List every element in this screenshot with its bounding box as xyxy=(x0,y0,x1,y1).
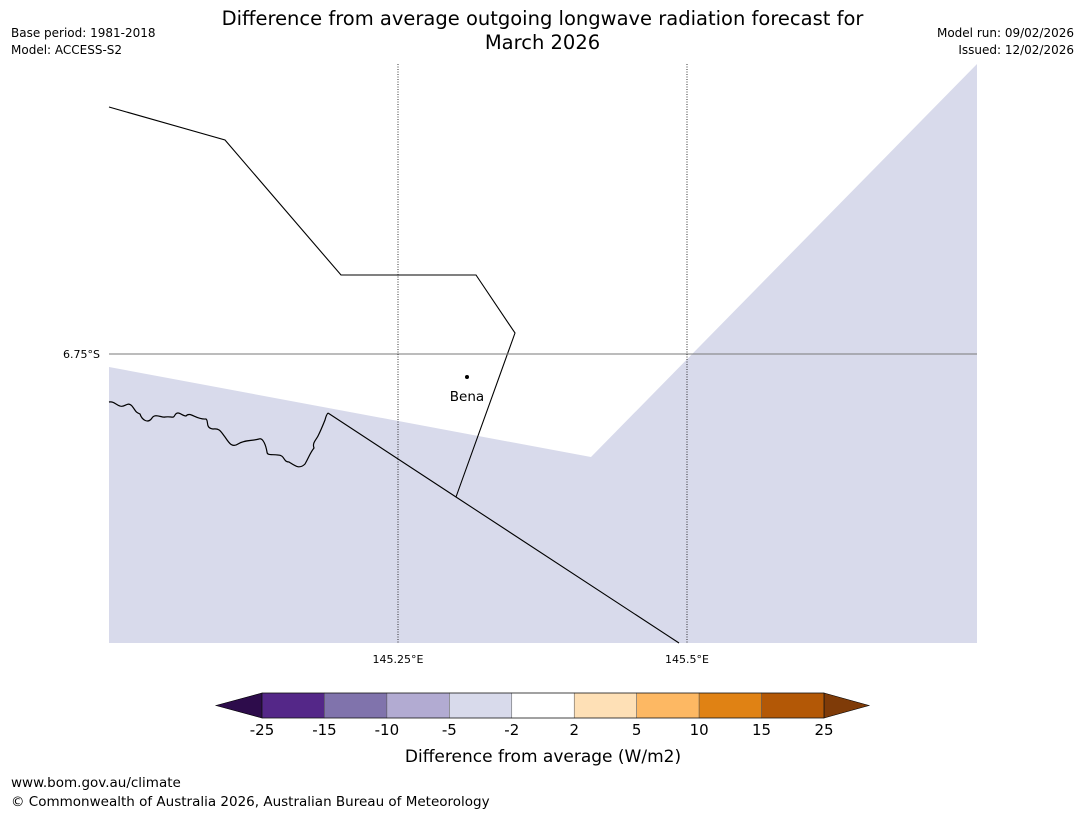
metadata-left: Base period: 1981-2018 Model: ACCESS-S2 xyxy=(11,25,156,59)
colorbar-tick-label: -5 xyxy=(442,721,457,739)
colorbar-title: Difference from average (W/m2) xyxy=(405,747,681,767)
colorbar-bin xyxy=(324,692,388,719)
colorbar-tick-label: -15 xyxy=(312,721,337,739)
colorbar-bin xyxy=(698,692,762,719)
colorbar-bin xyxy=(449,692,513,719)
colorbar-tick-label: 25 xyxy=(814,721,833,739)
colorbar: -25 -15 -10 -5 -2 2 5 10 15 25 xyxy=(214,692,871,739)
footer-copyright: © Commonwealth of Australia 2026, Austra… xyxy=(11,794,490,810)
map-title-line-1: Difference from average outgoing longwav… xyxy=(221,7,864,30)
place-marker xyxy=(465,375,469,379)
colorbar-tick-label: 15 xyxy=(752,721,771,739)
colorbar-tick-label: -25 xyxy=(250,721,275,739)
colorbar-extend-high xyxy=(823,692,871,719)
colorbar-tick-label: 10 xyxy=(690,721,709,739)
boundary-line-north xyxy=(108,106,516,498)
metadata-right: Model run: 09/02/2026 Issued: 12/02/2026 xyxy=(937,25,1074,59)
latitude-label: 6.75°S xyxy=(63,348,100,361)
issued-text: Issued: 12/02/2026 xyxy=(958,43,1074,57)
colorbar-tick-label: 2 xyxy=(569,721,579,739)
colorbar-tick-label: -2 xyxy=(504,721,519,739)
base-period-text: Base period: 1981-2018 xyxy=(11,26,156,40)
map-title-line-2: March 2026 xyxy=(484,31,601,54)
colorbar-bin xyxy=(261,692,325,719)
map-title: Difference from average outgoing longwav… xyxy=(0,7,1085,55)
coastline xyxy=(108,401,329,468)
footer: www.bom.gov.au/climate © Commonwealth of… xyxy=(11,774,490,812)
longitude-label-145-25: 145.25°E xyxy=(373,653,424,666)
colorbar-extend-low xyxy=(214,692,263,719)
colorbar-tick-label: -10 xyxy=(375,721,400,739)
colorbar-bin xyxy=(636,692,700,719)
colorbar-outline xyxy=(261,692,825,719)
model-run-text: Model run: 09/02/2026 xyxy=(936,26,1074,40)
model-text: Model: ACCESS-S2 xyxy=(11,43,123,57)
colorbar-bin xyxy=(511,692,575,719)
colorbar-bin xyxy=(386,692,450,719)
boundary-line-south xyxy=(327,412,680,644)
anomaly-shading xyxy=(109,64,977,643)
place-label: Bena xyxy=(450,389,484,405)
longitude-label-145-5: 145.5°E xyxy=(665,653,709,666)
colorbar-tick-label: 5 xyxy=(632,721,642,739)
footer-url: www.bom.gov.au/climate xyxy=(11,775,181,791)
colorbar-bin xyxy=(573,692,637,719)
colorbar-bin xyxy=(761,692,825,719)
